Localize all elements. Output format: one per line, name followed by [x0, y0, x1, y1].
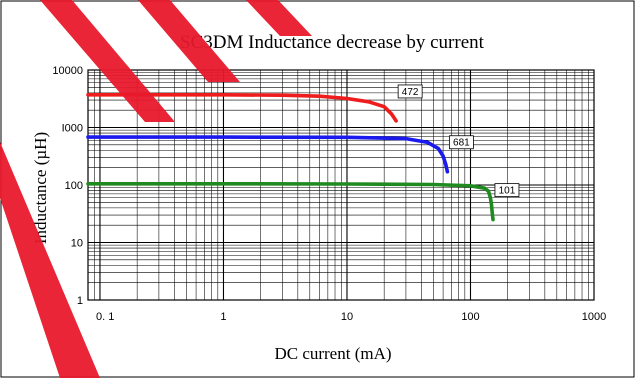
y-tick-label: 10	[71, 238, 83, 250]
tick-labels: 0. 1 1 10 100 1000 1 10 100 I000 10000	[52, 65, 606, 323]
series-label-box-101	[494, 183, 520, 198]
y-axis-label: Inductance (µH)	[31, 132, 50, 244]
y-tick-label: I000	[62, 123, 83, 135]
series-labels: 472 681 101	[397, 84, 520, 198]
series-label-681: 681	[453, 138, 470, 149]
series-label-box-681	[448, 135, 474, 150]
x-tick-label: 0. 1	[96, 311, 114, 323]
x-tick-label: 100	[461, 311, 479, 323]
y-tick-label: 10000	[52, 65, 83, 77]
watermark-stripes	[0, 0, 312, 378]
series-layer	[86, 93, 495, 222]
series-line-472	[86, 93, 398, 123]
x-tick-label: 10	[341, 311, 353, 323]
x-tick-label: 1000	[582, 311, 606, 323]
series-label-101: 101	[499, 186, 516, 197]
x-axis-label: DC current (mA)	[274, 344, 391, 363]
series-line-101	[86, 182, 495, 222]
series-label-472: 472	[402, 87, 419, 98]
y-tick-label: 1	[77, 295, 83, 307]
chart-title: SC3DM Inductance decrease by current	[180, 32, 485, 53]
series-label-box-472	[397, 84, 423, 99]
y-tick-label: 100	[65, 180, 83, 192]
x-tick-label: 1	[220, 311, 226, 323]
series-line-681	[86, 135, 450, 174]
